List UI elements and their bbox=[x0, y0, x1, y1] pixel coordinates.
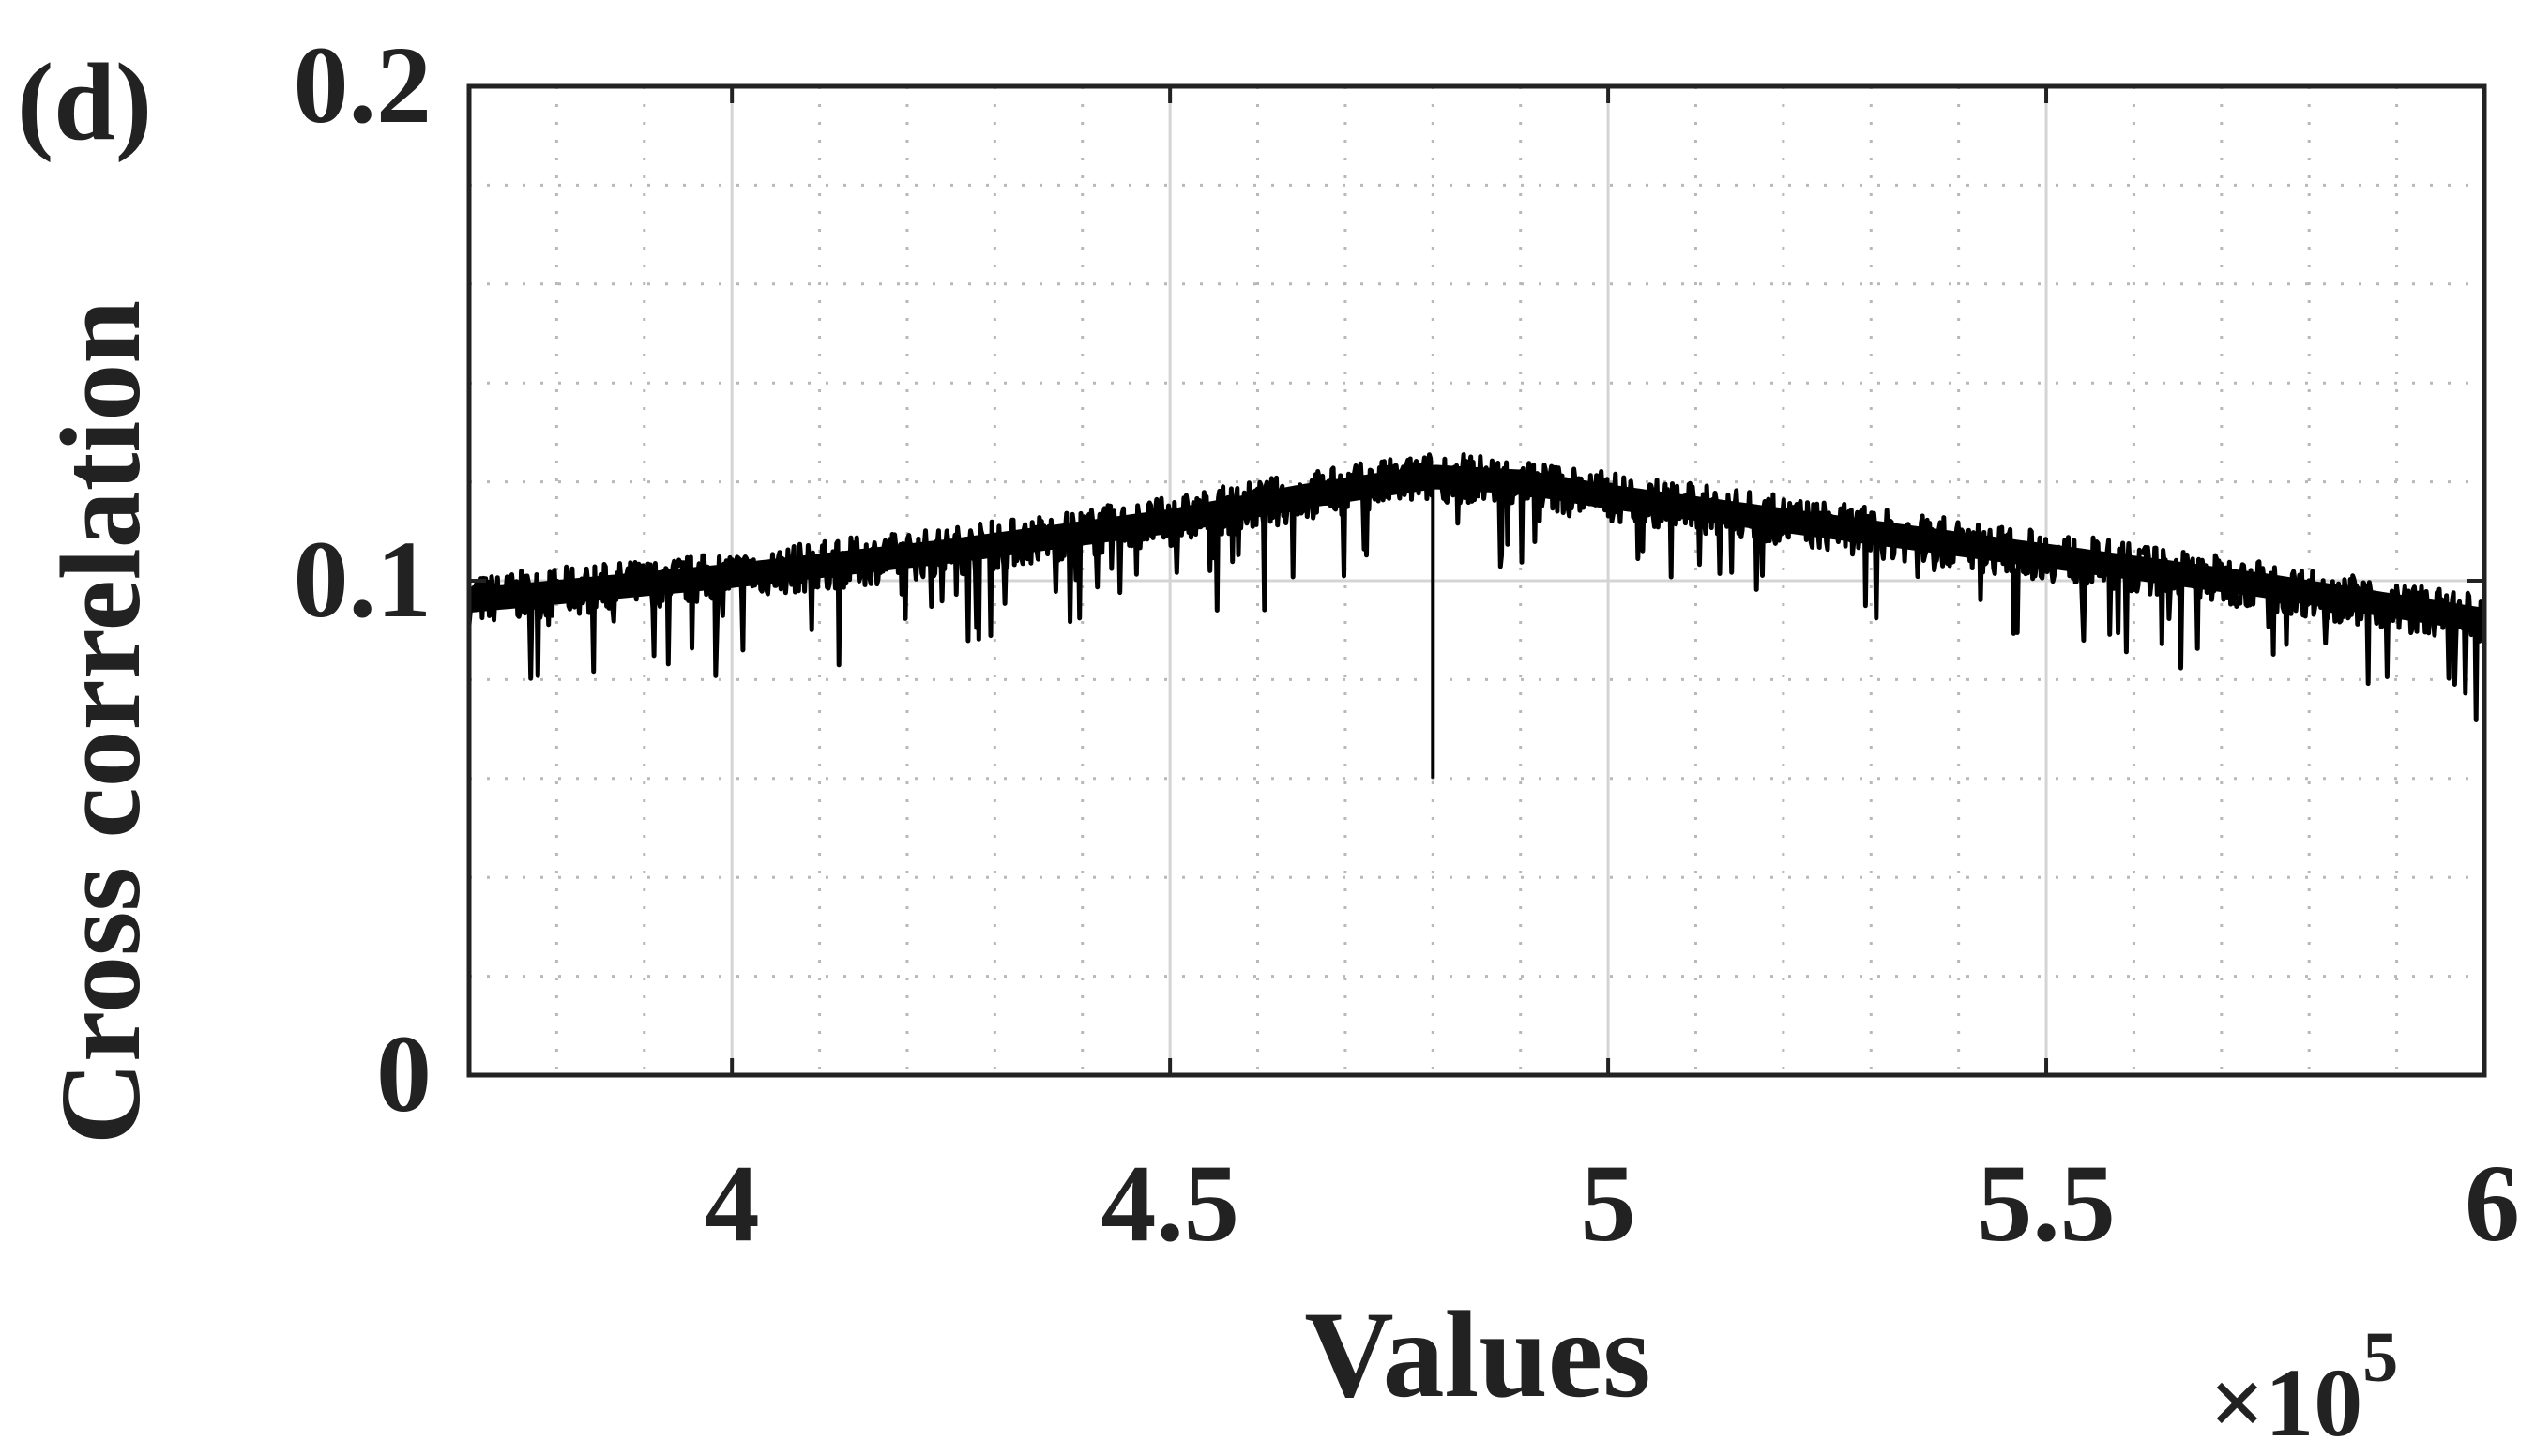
series-band bbox=[466, 464, 2487, 633]
series-group bbox=[466, 452, 2487, 779]
x-axis-label: Values bbox=[1304, 1285, 1650, 1423]
y-tick-label: 0.1 bbox=[294, 518, 433, 641]
x-tick-label: 6 bbox=[2465, 1142, 2520, 1265]
x-tick-label: 4 bbox=[705, 1142, 760, 1265]
y-axis-label: Cross correlation bbox=[38, 300, 164, 1145]
y-tick-labels: 0 0.1 0.2 bbox=[294, 23, 433, 1135]
x-tick-label: 5.5 bbox=[1977, 1142, 2116, 1265]
plot-frame bbox=[466, 83, 2487, 1078]
y-tick-label: 0 bbox=[376, 1012, 432, 1135]
x-exponent: ×105 bbox=[2209, 1318, 2398, 1456]
x-exponent-power: 5 bbox=[2362, 1318, 2398, 1397]
y-tick-label: 0.2 bbox=[294, 23, 433, 146]
x-exponent-base: ×10 bbox=[2209, 1349, 2362, 1456]
x-tick-label: 4.5 bbox=[1101, 1142, 1239, 1265]
x-tick-labels: 4 4.5 5 5.5 6 bbox=[705, 1142, 2520, 1265]
panel-label: (d) bbox=[17, 40, 152, 163]
x-tick-label: 5 bbox=[1581, 1142, 1636, 1265]
